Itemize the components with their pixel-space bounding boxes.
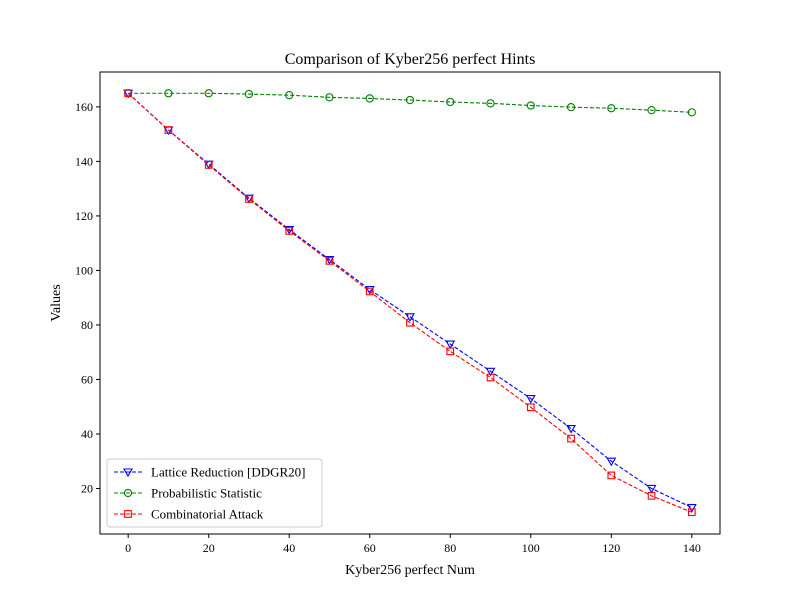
data-point	[365, 94, 374, 103]
axes-frame	[99, 71, 721, 535]
legend-entry: Combinatorial Attack	[114, 507, 264, 522]
legend-label: Lattice Reduction [DDGR20]	[151, 465, 306, 480]
data-point	[284, 225, 295, 235]
series-line	[127, 92, 693, 509]
data-point	[124, 89, 133, 98]
y-axis-label: Values	[49, 284, 64, 321]
data-point	[204, 161, 213, 169]
data-point	[406, 318, 414, 327]
series-2	[124, 89, 696, 117]
series-line	[128, 92, 692, 113]
series-1	[123, 89, 697, 513]
series-3	[124, 89, 696, 517]
y-tick-label: 100	[75, 263, 93, 277]
x-tick-label: 120	[602, 541, 620, 555]
legend: Lattice Reduction [DDGR20] Probabilistic …	[106, 458, 323, 528]
data-point	[566, 103, 576, 112]
data-point	[405, 95, 415, 105]
data-point	[526, 403, 535, 412]
data-point	[526, 101, 535, 110]
series-line	[127, 92, 693, 513]
legend-label: Probabilistic Statistic	[151, 486, 262, 501]
y-tick-label: 160	[75, 100, 93, 114]
data-point	[325, 93, 334, 102]
data-point	[647, 491, 656, 500]
plot-area: 0 20 40 60 80 100 120 140 20 40 60 80 100 120 140 160	[75, 71, 721, 555]
data-point	[445, 340, 456, 350]
legend-marker	[123, 468, 133, 478]
data-point	[566, 424, 576, 434]
data-point	[686, 504, 697, 513]
data-point	[525, 394, 536, 404]
legend-entry: Lattice Reduction [DDGR20]	[114, 465, 306, 480]
data-point	[606, 457, 617, 467]
x-tick-label: 60	[364, 541, 376, 555]
data-point	[647, 106, 656, 115]
data-point	[405, 313, 415, 322]
chart-title: Comparison of Kyber256 perfect Hints	[285, 51, 536, 68]
y-tick-label: 40	[81, 427, 93, 441]
data-point	[365, 287, 374, 296]
data-point	[607, 471, 616, 480]
y-tick-label: 20	[81, 481, 93, 495]
data-point	[285, 91, 294, 100]
data-point	[164, 126, 173, 134]
data-point	[646, 484, 657, 494]
data-point	[446, 347, 455, 356]
data-point	[607, 104, 616, 113]
x-tick-label: 140	[683, 541, 701, 555]
y-tick-label: 60	[81, 372, 93, 386]
x-tick-label: 80	[444, 541, 456, 555]
legend-box	[106, 458, 323, 528]
data-point	[485, 367, 496, 377]
x-axis-label: Kyber256 perfect Num	[345, 563, 475, 578]
legend-marker	[123, 488, 133, 498]
x-tick-label: 20	[203, 541, 215, 555]
data-point	[486, 373, 495, 382]
data-point	[245, 195, 253, 203]
legend-entry: Probabilistic Statistic	[114, 486, 262, 501]
legend-marker	[124, 510, 132, 518]
y-axis: 20 40 60 80 100 120 140 160	[75, 100, 100, 495]
data-point	[567, 434, 575, 443]
legend-label: Combinatorial Attack	[151, 507, 264, 522]
x-tick-label: 40	[283, 541, 295, 555]
x-tick-label: 0	[125, 541, 131, 555]
y-tick-label: 120	[75, 209, 93, 223]
data-point	[364, 285, 375, 295]
data-point	[687, 508, 696, 517]
data-point	[244, 89, 254, 99]
data-point	[325, 257, 334, 265]
y-tick-label: 80	[81, 318, 93, 332]
data-point	[204, 89, 213, 98]
x-tick-label: 100	[522, 541, 540, 555]
data-point	[687, 108, 696, 117]
data-point	[285, 227, 294, 235]
data-point	[486, 99, 495, 108]
data-point	[446, 97, 455, 107]
y-tick-label: 140	[75, 154, 93, 168]
data-point	[164, 89, 173, 98]
x-axis: 0 20 40 60 80 100 120 140	[125, 534, 701, 555]
